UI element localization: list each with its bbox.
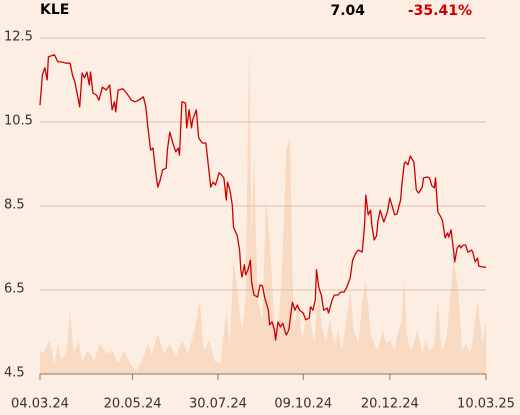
last-price: 7.04 — [330, 3, 365, 19]
x-tick-label: 09.10.24 — [274, 397, 332, 412]
x-tick-label: 30.07.24 — [189, 397, 247, 412]
line-layer — [39, 54, 487, 341]
change: -35.41% — [408, 3, 472, 19]
volume-layer — [40, 41, 486, 375]
y-tick-label: 6.5 — [4, 282, 25, 297]
y-tick-label: 10.5 — [4, 114, 33, 129]
x-tick-label: 20.12.24 — [361, 397, 419, 412]
y-tick-label: 12.5 — [4, 30, 33, 45]
x-tick-label: 20.05.24 — [104, 397, 162, 412]
volume-area — [40, 41, 486, 375]
y-tick-label: 8.5 — [4, 198, 25, 213]
y-tick-label: 4.5 — [4, 366, 25, 381]
ticker: KLE — [40, 2, 69, 18]
x-tick-label: 10.03.25 — [457, 397, 515, 412]
price-line — [39, 54, 487, 341]
x-tick-label: 04.03.24 — [11, 397, 69, 412]
